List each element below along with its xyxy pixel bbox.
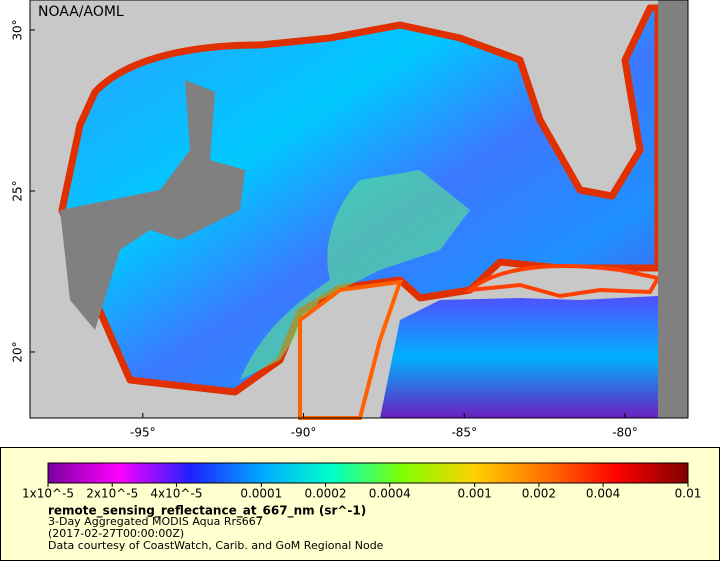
colorbar-tick-label: 2x10^-5 xyxy=(86,487,138,501)
colorbar xyxy=(47,462,689,484)
legend-line: Data courtesy of CoastWatch, Carib. and … xyxy=(48,539,384,552)
x-tick-label: -85° xyxy=(451,426,477,440)
y-tick-label: 20° xyxy=(11,341,25,362)
variable-name: remote_sensing_reflectance_at_667_nm (sr… xyxy=(48,504,366,519)
x-tick-label: -90° xyxy=(291,426,317,440)
caribbean-sea xyxy=(380,296,658,418)
cloud-cover xyxy=(60,80,245,330)
colorbar-tick-label: 0.004 xyxy=(586,487,620,501)
title-bg xyxy=(34,2,132,22)
x-tick-label: -95° xyxy=(130,426,156,440)
no-data-strip xyxy=(658,0,688,418)
colorbar-tick-label: 0.0004 xyxy=(369,487,411,501)
colorbar-tick-label: 0.0002 xyxy=(305,487,347,501)
map: NOAA/AOML xyxy=(29,0,689,420)
legend-line: 3-Day Aggregated MODIS Aqua Rrs667 xyxy=(48,515,263,528)
y-tick-label: 30° xyxy=(11,19,25,40)
colorbar-tick-label: 0.0001 xyxy=(240,487,282,501)
colorbar-tick-label: 0.01 xyxy=(675,487,702,501)
map-frame xyxy=(29,0,689,419)
legend-line: (2017-02-27T00:00:00Z) xyxy=(48,527,184,540)
y-tick-label: 25° xyxy=(11,180,25,201)
colorbar-tick-label: 0.002 xyxy=(522,487,556,501)
map-title: NOAA/AOML xyxy=(38,4,124,20)
cuba xyxy=(463,264,662,299)
colorbar-tick-label: 1x10^-5 xyxy=(22,487,74,501)
x-tick-label: -80° xyxy=(612,426,638,440)
green-band xyxy=(240,170,470,380)
colorbar-tick-label: 4x10^-5 xyxy=(150,487,202,501)
colorbar-tick-label: 0.001 xyxy=(457,487,491,501)
